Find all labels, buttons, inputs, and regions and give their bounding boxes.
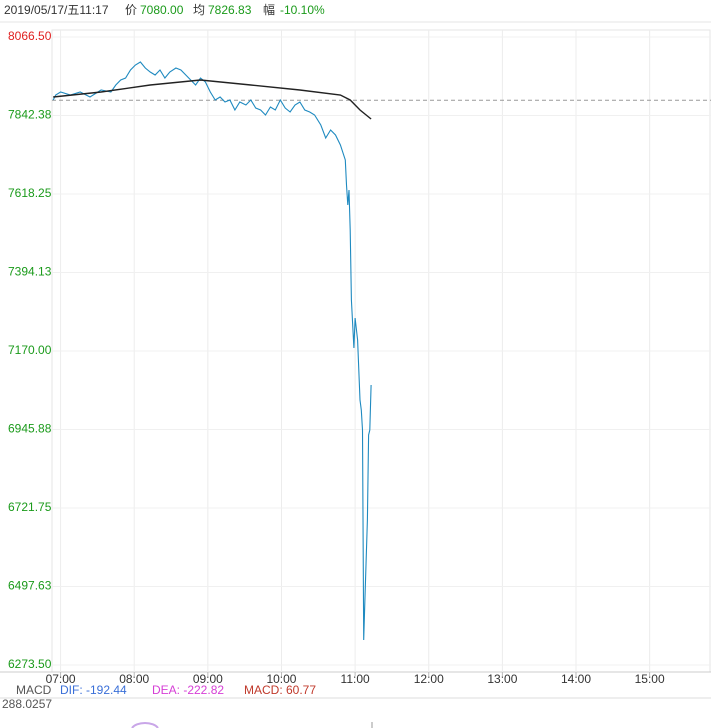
header: 2019/05/17/五11:17 价 7080.00 均 7826.83 幅 …: [4, 2, 325, 17]
avg: 7826.83: [208, 3, 252, 17]
y-tick-label: 6945.88: [8, 422, 52, 436]
x-tick-label: 09:00: [193, 672, 223, 686]
price-line: [53, 79, 372, 120]
y-tick-label: 7170.00: [8, 343, 52, 357]
price-line: [52, 61, 372, 641]
x-tick-label: 13:00: [487, 672, 517, 686]
price: 7080.00: [140, 3, 184, 17]
y-tick-label: 7394.13: [8, 265, 52, 279]
y-tick-label: 6273.50: [8, 657, 52, 671]
x-tick-label: 11:00: [341, 672, 370, 686]
y-tick-label: 6497.63: [8, 579, 52, 593]
price-label: 价: [125, 3, 137, 17]
avg-label: 均: [193, 3, 205, 17]
macd-name: MACD: [16, 683, 52, 697]
macd-row: MACD DIF: -192.44 DEA: -222.82 MACD: 60.…: [2, 683, 316, 711]
x-tick-label: 14:00: [561, 672, 591, 686]
y-tick-label: 7842.38: [8, 108, 52, 122]
y-tick-label: 8066.50: [8, 29, 52, 43]
x-tick-label: 10:00: [266, 672, 296, 686]
change: -10.10%: [280, 3, 325, 17]
header-date: 2019/05/17/五11:17: [4, 3, 109, 17]
macd-dea: DEA: -222.82: [152, 683, 224, 697]
y-tick-label: 7618.25: [8, 186, 52, 200]
macd-dif: DIF: -192.44: [60, 683, 127, 697]
macd-scale: 288.0257: [2, 697, 52, 711]
x-tick-label: 07:00: [46, 672, 76, 686]
x-tick-label: 12:00: [414, 672, 444, 686]
macd-arc: [131, 722, 159, 728]
x-tick-label: 08:00: [119, 672, 149, 686]
change-label: 幅: [263, 2, 275, 17]
x-tick-label: 15:00: [635, 672, 665, 686]
y-tick-label: 6721.75: [8, 500, 52, 514]
macd-value: MACD: 60.77: [244, 683, 316, 697]
